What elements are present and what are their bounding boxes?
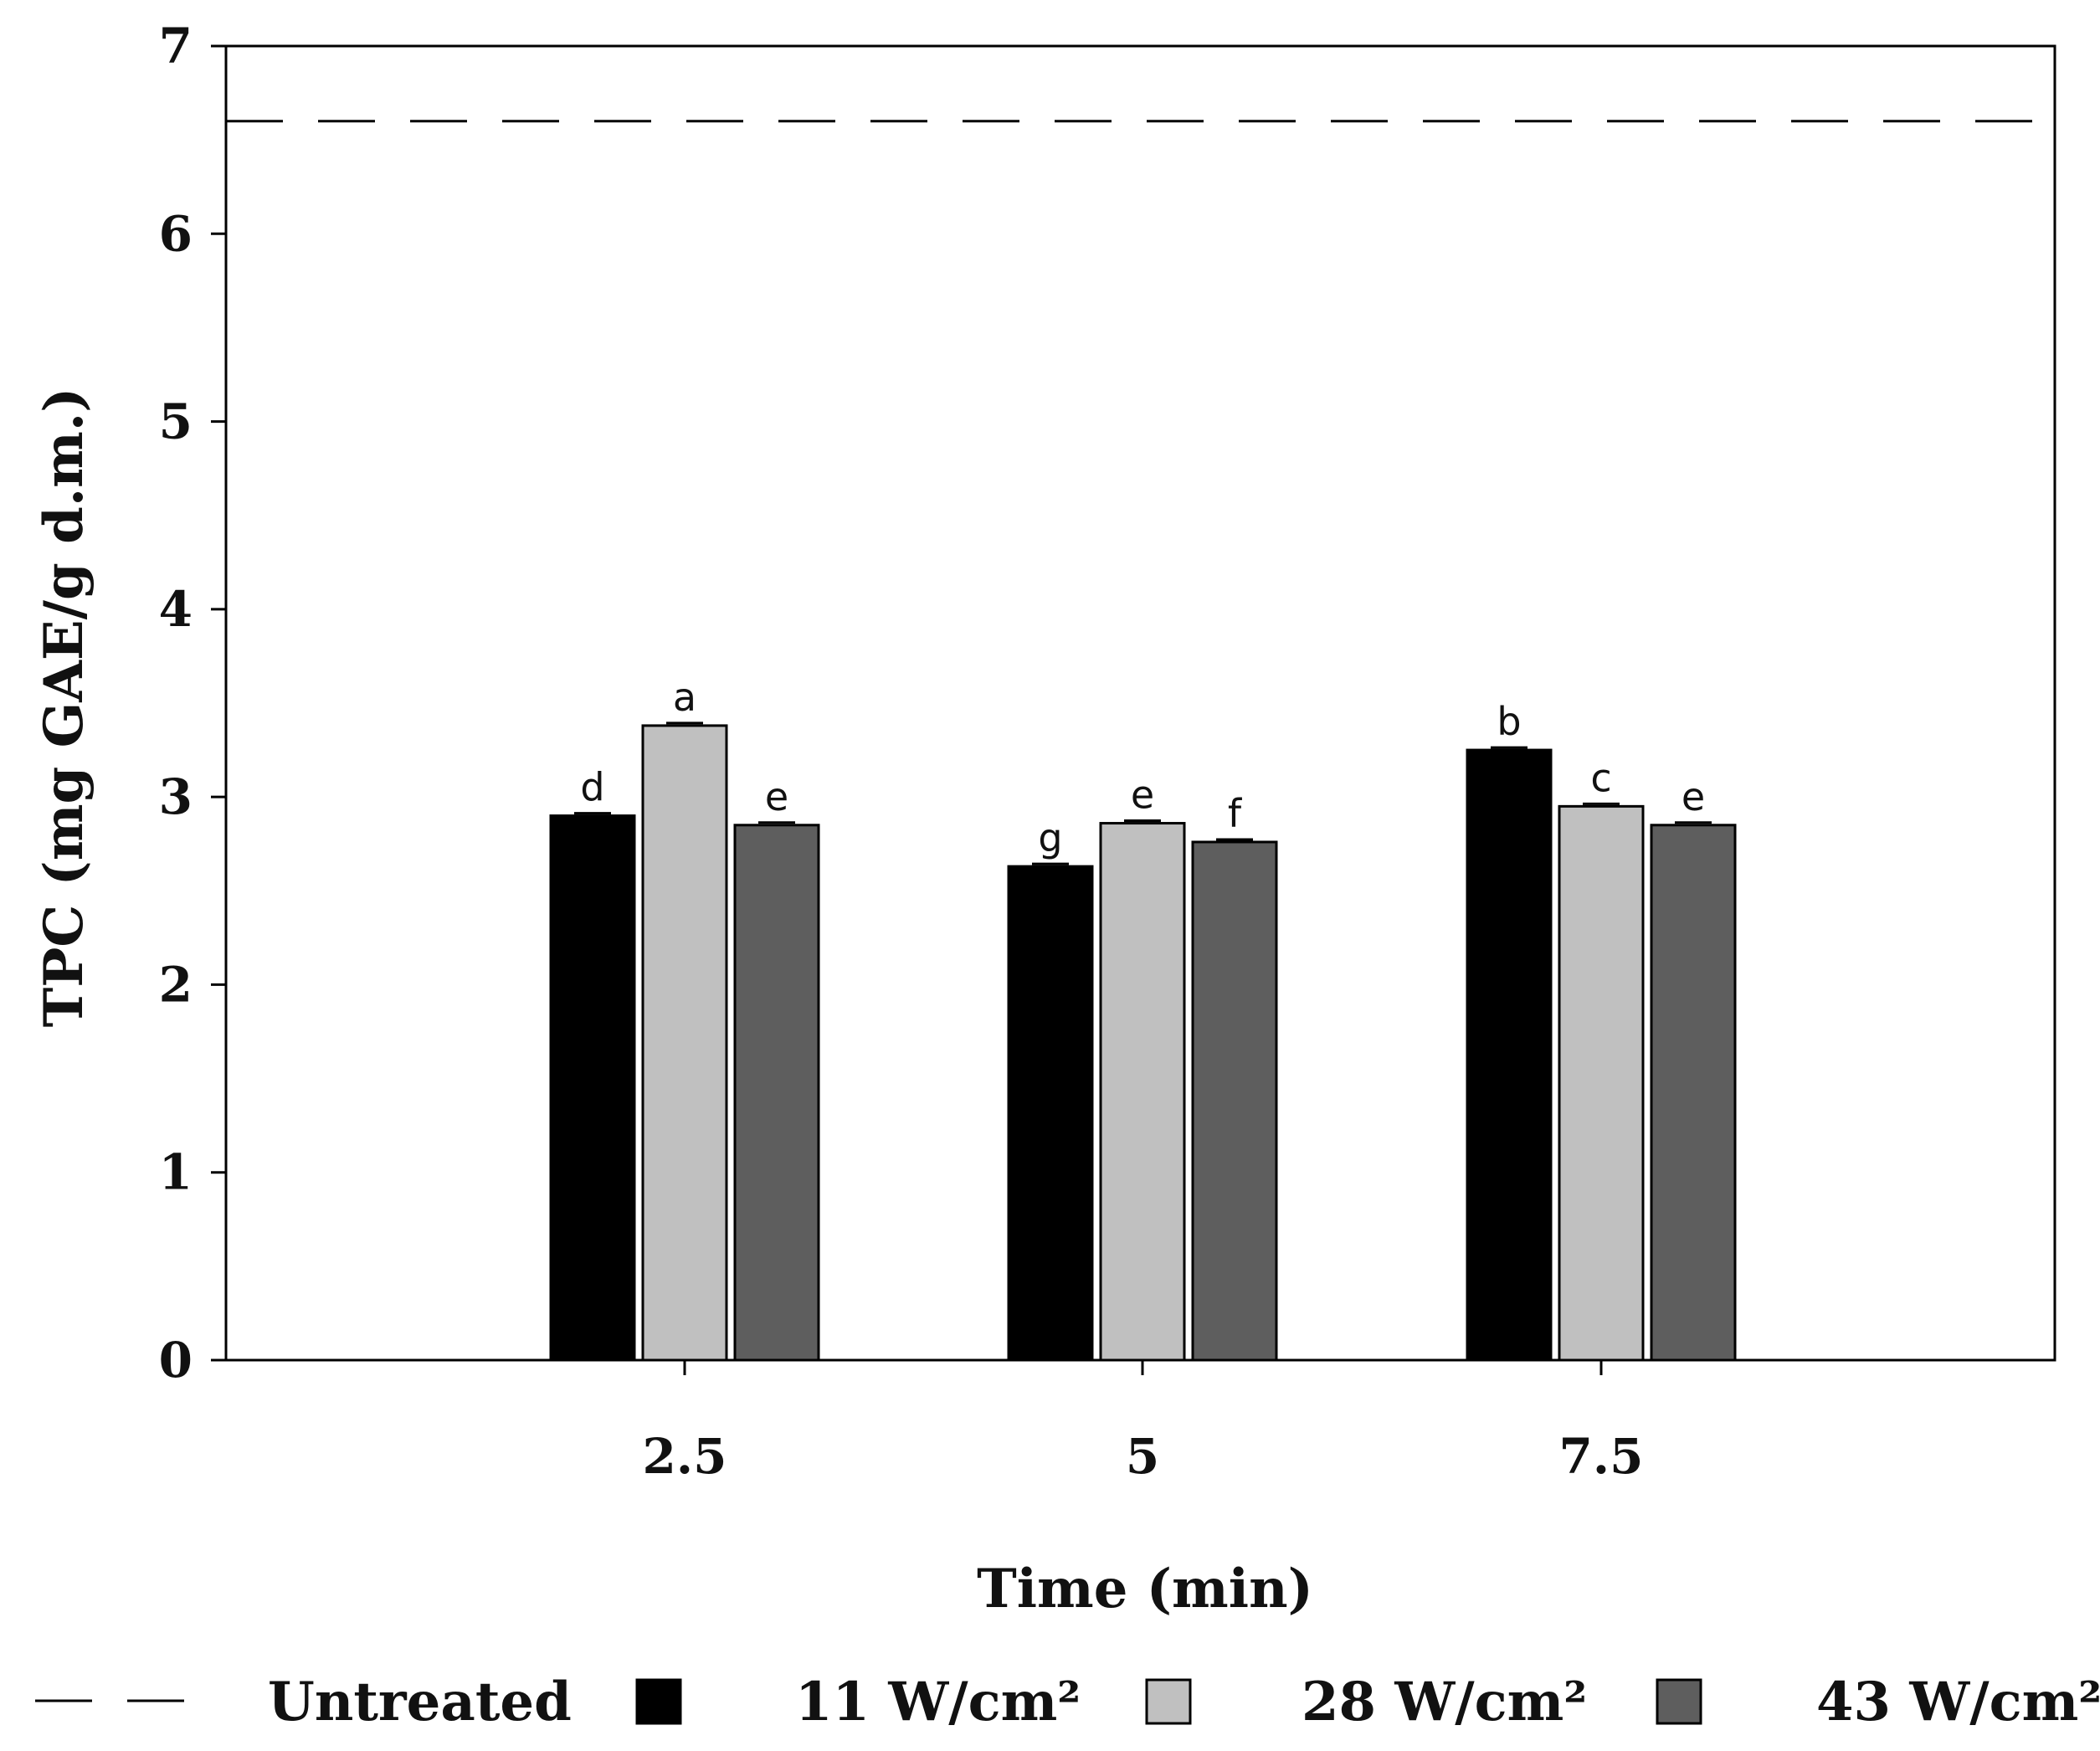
bar-1-0	[641, 724, 728, 1362]
y-axis-title: TPC (mg GAE/g d.m.)	[33, 388, 95, 1028]
plot-area: d a e g e f b c e	[226, 120, 2055, 1362]
y-tick-label: 0	[159, 1332, 193, 1389]
legend-series-1-swatch	[1145, 1678, 1192, 1725]
bar-1-1	[1099, 822, 1186, 1362]
y-tick-label: 5	[159, 393, 193, 450]
legend-series-0-swatch	[635, 1678, 682, 1725]
y-tick-label: 3	[159, 768, 193, 825]
bar-1-2	[1558, 804, 1645, 1362]
x-tick-label: 7.5	[1559, 1428, 1644, 1485]
bar-0-0	[549, 814, 636, 1362]
x-tick-label: 2.5	[643, 1428, 727, 1485]
axes: 0 1 2 3 4 5 6 7 2.5 5 7.5	[159, 18, 2056, 1485]
y-tick-label: 7	[159, 18, 193, 74]
significance-label: e	[1682, 774, 1705, 819]
legend-series-0-label: 11 W/cm²	[795, 1671, 1081, 1733]
significance-label: f	[1228, 791, 1243, 836]
x-tick-label: 5	[1126, 1428, 1159, 1485]
bar-0-1	[1007, 865, 1094, 1362]
bar-0-2	[1466, 748, 1553, 1362]
labels: TPC (mg GAE/g d.m.) Time (min)	[33, 388, 1313, 1620]
legend: Untreated 11 W/cm² 28 W/cm² 43 W/cm²	[35, 1671, 2100, 1733]
bar-2-1	[1191, 840, 1278, 1362]
significance-label: d	[580, 765, 604, 810]
significance-label: e	[1131, 773, 1154, 818]
legend-series-1-label: 28 W/cm²	[1302, 1671, 1587, 1733]
significance-label: b	[1497, 699, 1521, 744]
legend-series-2-label: 43 W/cm²	[1816, 1671, 2100, 1733]
legend-series-2-swatch	[1656, 1678, 1702, 1725]
plot-frame	[224, 44, 2056, 1362]
significance-label: c	[1590, 755, 1611, 800]
significance-label: e	[765, 774, 788, 819]
bar-2-2	[1650, 824, 1737, 1362]
y-tick-label: 1	[159, 1144, 193, 1201]
significance-label: g	[1038, 815, 1062, 860]
x-axis-title: Time (min)	[977, 1558, 1313, 1620]
y-tick-label: 4	[159, 581, 193, 638]
y-tick-label: 2	[159, 956, 193, 1013]
significance-label: a	[673, 675, 696, 720]
bar-2-0	[733, 824, 820, 1362]
legend-untreated-label: Untreated	[268, 1671, 572, 1733]
y-tick-label: 6	[159, 205, 193, 262]
